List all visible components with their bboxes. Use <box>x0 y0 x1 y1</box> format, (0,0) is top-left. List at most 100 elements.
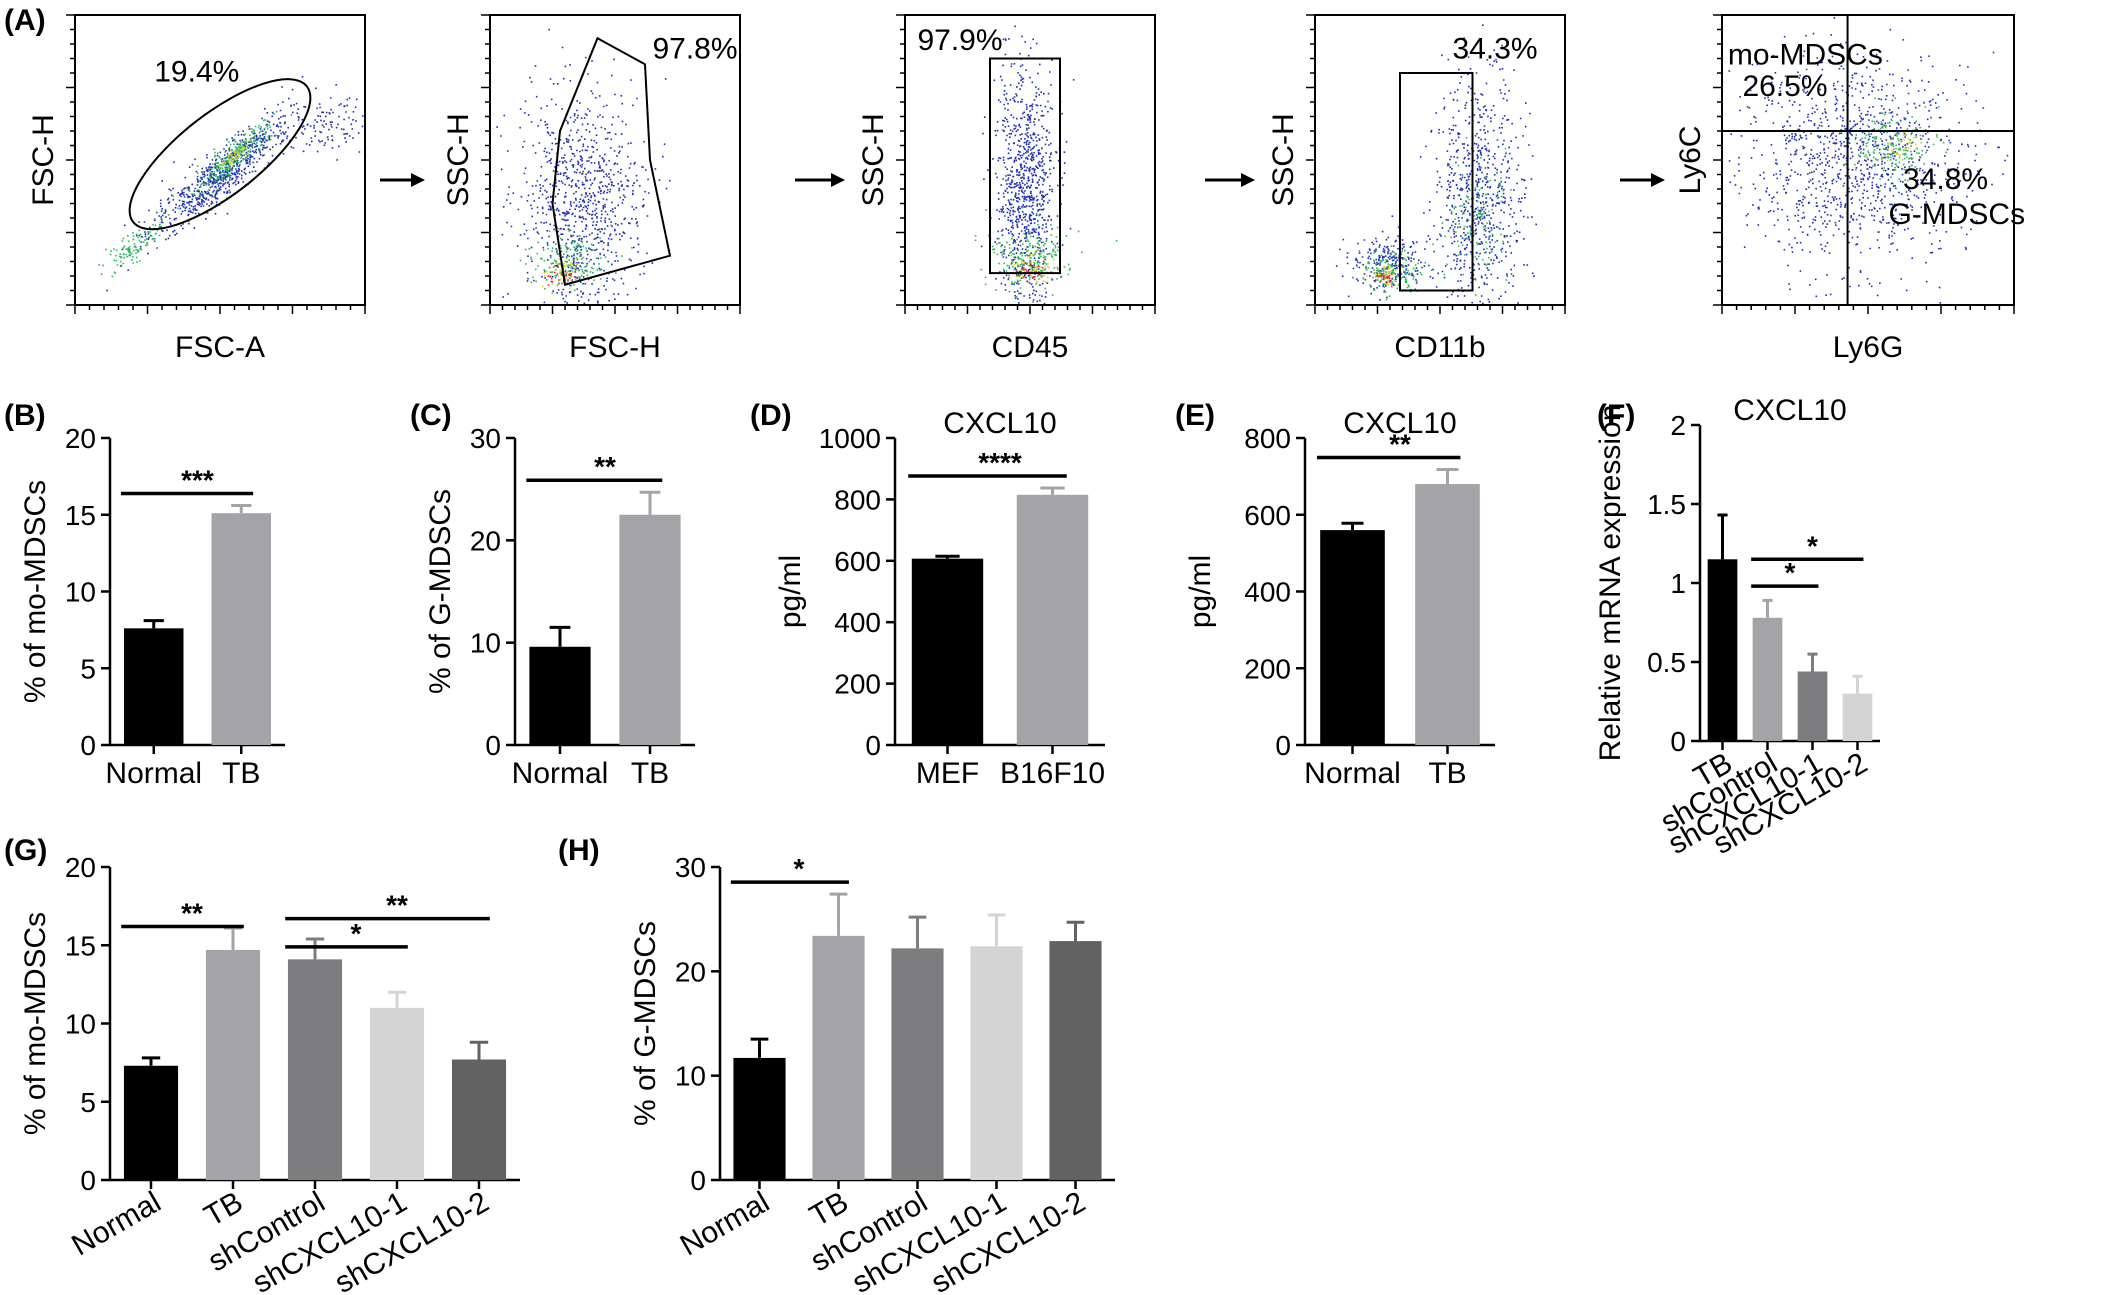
significance-label: ** <box>1389 428 1411 459</box>
bar <box>891 948 944 1180</box>
y-tick-label: 1000 <box>819 423 881 454</box>
y-tick-label: 600 <box>834 546 881 577</box>
significance-label: * <box>351 918 362 949</box>
y-tick-label: 30 <box>470 423 501 454</box>
error-bar <box>1807 652 1818 672</box>
error-bar <box>469 1040 489 1060</box>
y-axis-label: % of G-MDSCs <box>629 921 662 1126</box>
y-tick-label: 200 <box>834 669 881 700</box>
event-dots <box>980 25 1075 305</box>
y-tick-label: 600 <box>1244 500 1291 531</box>
panel-a-label: (A) <box>4 4 46 37</box>
x-tick-label: TB <box>631 757 669 790</box>
y-axis-label: SSC-H <box>857 113 890 206</box>
error-bar <box>1341 521 1364 531</box>
bar <box>529 646 591 745</box>
flow-plot-4: CD11b SSC-H 34.3% <box>1267 14 1566 364</box>
gate-percentage: 19.4% <box>154 56 239 89</box>
y-tick-label: 15 <box>65 500 96 531</box>
significance-label: *** <box>181 465 214 496</box>
y-axis-label: Relative mRNA expression <box>1594 405 1627 762</box>
y-axis-label: % of mo-MDSCs <box>19 912 52 1135</box>
bar <box>1016 494 1089 745</box>
error-bar <box>1852 674 1863 694</box>
bar <box>970 946 1023 1180</box>
flow-cytometry-panels: FSC-A FSC-H 19.4% FSC-H SSC-H 97.8% CD45 SSC-H 9… <box>27 14 2025 364</box>
y-tick-label: 20 <box>675 956 706 987</box>
error-bar <box>305 937 325 960</box>
bar <box>911 558 984 745</box>
y-axis-label: % of mo-MDSCs <box>19 480 52 703</box>
panel-label: (D) <box>750 399 792 432</box>
bar <box>812 935 865 1180</box>
y-tick-label: 0 <box>1670 726 1686 757</box>
y-tick-label: 1 <box>1670 568 1686 599</box>
y-axis-label: SSC-H <box>1267 113 1300 206</box>
event-dots <box>222 137 253 167</box>
panel-label: (F) <box>1597 399 1635 432</box>
y-tick-label: 15 <box>65 930 96 961</box>
gate-percentage: mo-MDSCs <box>1728 38 1883 71</box>
error-bar <box>1436 467 1459 485</box>
bar <box>211 513 271 745</box>
y-tick-label: 800 <box>1244 423 1291 454</box>
bar <box>124 628 184 745</box>
significance-label: ** <box>594 451 616 482</box>
y-tick-label: 10 <box>470 628 501 659</box>
error-bar <box>231 504 252 514</box>
panel-label: (E) <box>1175 399 1215 432</box>
y-tick-label: 10 <box>65 1009 96 1040</box>
significance-label: * <box>1785 557 1796 588</box>
polygon-gate <box>551 36 672 286</box>
chart-panel-b: (B) 0 5 10 15 20 % of mo-MDSCs Normal TB *** <box>4 399 285 790</box>
y-tick-label: 0 <box>865 730 881 761</box>
bar <box>1049 941 1102 1180</box>
y-tick-label: 2 <box>1670 410 1686 441</box>
y-tick-label: 0 <box>80 1165 96 1196</box>
gate-percentage: 34.3% <box>1453 33 1538 66</box>
y-axis-label: % of G-MDSCs <box>424 489 457 694</box>
bar <box>1707 559 1738 741</box>
y-tick-label: 0.5 <box>1647 647 1686 678</box>
gate-percentage: 34.8% <box>1903 163 1988 196</box>
axis-ticks <box>1306 14 1566 314</box>
arrow-head <box>411 173 425 187</box>
chart-title: CXCL10 <box>1733 394 1846 427</box>
y-tick-label: 0 <box>485 730 501 761</box>
rectangle-gate <box>989 57 1061 275</box>
y-tick-label: 200 <box>1244 653 1291 684</box>
bar <box>1842 693 1873 741</box>
y-tick-label: 0 <box>690 1165 706 1196</box>
y-tick-label: 20 <box>470 525 501 556</box>
error-bar <box>908 915 927 949</box>
event-dots <box>1008 249 1055 284</box>
flow-plot-2: FSC-H SSC-H 97.8% <box>442 14 741 364</box>
axis-ticks <box>481 14 741 314</box>
y-tick-label: 5 <box>80 1087 96 1118</box>
error-bar <box>387 990 407 1008</box>
x-axis-label: CD11b <box>1394 331 1485 364</box>
axis-ticks <box>896 14 1156 314</box>
y-tick-label: 800 <box>834 484 881 515</box>
y-axis-label: pg/ml <box>1184 555 1217 628</box>
gate-percentage: 97.8% <box>652 33 737 66</box>
y-tick-label: 0 <box>80 730 96 761</box>
bar <box>1797 671 1828 741</box>
x-tick-label: B16F10 <box>1000 757 1105 790</box>
error-bar <box>143 619 164 629</box>
y-tick-label: 20 <box>65 852 96 883</box>
x-tick-label: TB <box>1428 757 1466 790</box>
y-axis-label: pg/ml <box>774 555 807 628</box>
x-axis-label: FSC-H <box>569 331 661 364</box>
x-axis-label: CD45 <box>992 331 1069 364</box>
event-dots <box>1362 264 1397 286</box>
panel-label: (H) <box>558 834 600 867</box>
ellipse-gate <box>128 78 312 231</box>
arrow-head <box>1241 173 1255 187</box>
y-axis-label: FSC-H <box>27 114 60 206</box>
event-dots <box>541 258 588 290</box>
chart-panel-d: (D) CXCL10 0 200 400 600 800 1000 pg/ml MEF B16F10… <box>750 399 1105 790</box>
y-tick-label: 10 <box>65 577 96 608</box>
y-tick-label: 0 <box>1275 730 1291 761</box>
